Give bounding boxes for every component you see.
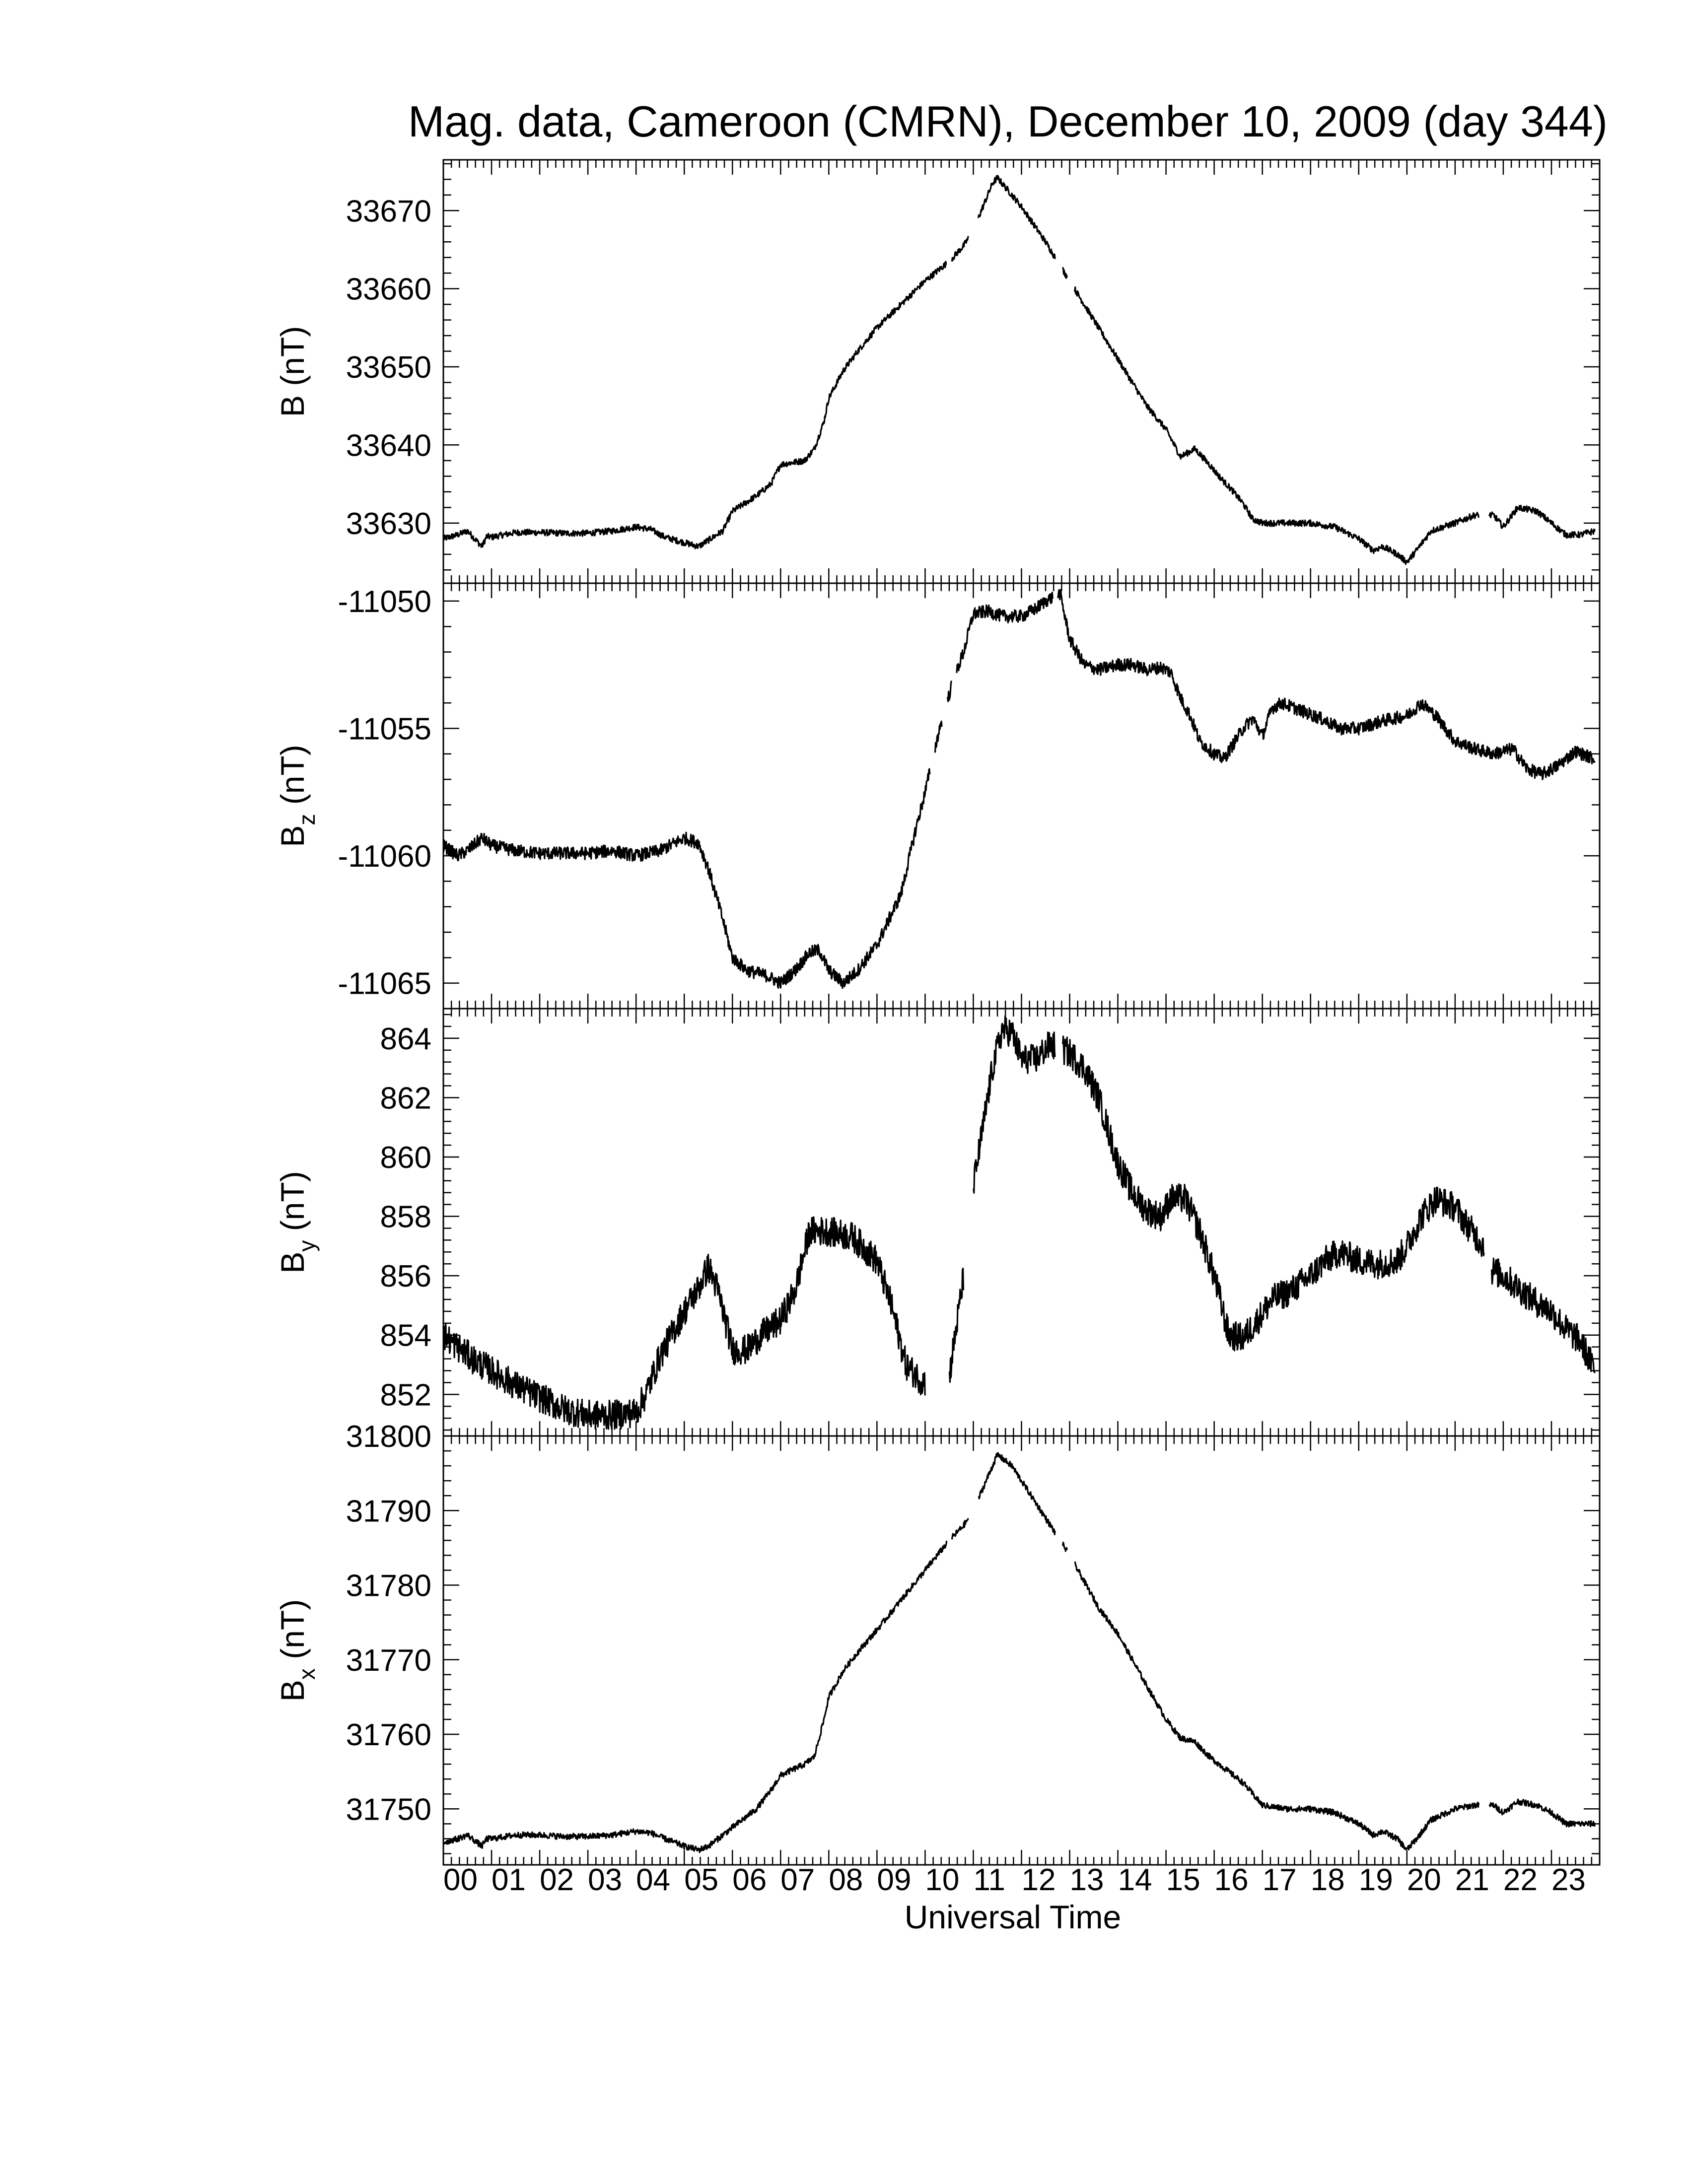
y-tick-label: 33670 [346,194,431,228]
x-tick-label: 21 [1455,1863,1489,1897]
x-tick-label: 19 [1359,1863,1393,1897]
x-tick-label: 13 [1070,1863,1104,1897]
y-tick-label: 31750 [346,1792,431,1827]
x-tick-label: 01 [492,1863,526,1897]
x-tick-label: 14 [1118,1863,1152,1897]
data-line-panel-3-series-1 [442,1015,1596,1430]
y-tick-label: 31790 [346,1494,431,1528]
y-tick-label: -11050 [338,585,431,619]
y-tick-label: 31770 [346,1643,431,1678]
x-tick-label: 12 [1022,1863,1056,1897]
x-tick-label: 06 [732,1863,767,1897]
y-tick-label: 860 [380,1141,431,1175]
x-tick-label: 02 [540,1863,574,1897]
x-tick-label: 04 [636,1863,670,1897]
y-tick-label: 33650 [346,350,431,385]
x-tick-label: 10 [925,1863,959,1897]
x-tick-label: 17 [1263,1863,1297,1897]
panel-4: 31750 31760 31770 31780 31790 31800 Bx (nT) [274,1420,1601,1866]
y-tick-label: 33640 [346,428,431,463]
y-tick-label: 862 [380,1081,431,1115]
panel-1: 33630 33640 33650 33660 33670 B (nT) [274,159,1601,584]
x-tick-label: 20 [1407,1863,1441,1897]
x-tick-label: 15 [1166,1863,1200,1897]
chart-title: Mag. data, Cameroon (CMRN), December 10,… [408,97,1608,146]
data-line-panel-2-series-1 [442,589,1596,989]
x-tick-label: 08 [829,1863,863,1897]
y-tick-label: 33630 [346,507,431,541]
x-tick-label: 16 [1214,1863,1249,1897]
y-tick-label: -11055 [338,712,431,747]
y-axis-label: Bx (nT) [274,1599,320,1702]
y-tick-label: 858 [380,1200,431,1234]
data-line-panel-1-series-1 [442,175,1596,565]
y-tick-label: -11060 [338,839,431,874]
x-tick-labels: 00 01 02 03 04 05 06 07 08 09 10 11 12 13 14 15 16 17 18 19… [443,1863,1586,1897]
y-tick-label: 864 [380,1022,431,1056]
x-tick-label: 23 [1551,1863,1586,1897]
y-tick-label: 31780 [346,1569,431,1603]
y-tick-label: 31760 [346,1718,431,1752]
x-axis-label: Universal Time [905,1899,1121,1935]
x-tick-label: 00 [443,1863,478,1897]
y-tick-label: 856 [380,1259,431,1294]
x-tick-label: 18 [1311,1863,1345,1897]
x-tick-label: 22 [1503,1863,1538,1897]
x-tick-label: 11 [973,1863,1005,1897]
x-tick-label: 09 [877,1863,911,1897]
y-tick-label: 33660 [346,273,431,307]
data-line-panel-4-series-1 [442,1452,1596,1853]
x-tick-label: 07 [780,1863,815,1897]
x-tick-label: 05 [684,1863,718,1897]
y-axis-label: By (nT) [274,1171,320,1273]
y-tick-label: -11065 [338,967,431,1001]
y-tick-label: 854 [380,1319,431,1353]
y-tick-label: 31800 [346,1420,431,1454]
x-tick-label: 03 [588,1863,622,1897]
y-tick-label: 852 [380,1378,431,1412]
y-axis-label: B (nT) [274,326,311,417]
y-axis-label: Bz (nT) [274,745,320,847]
chart-panels: 33630 33640 33650 33660 33670 B (nT) -11050 -11… [274,159,1601,1866]
